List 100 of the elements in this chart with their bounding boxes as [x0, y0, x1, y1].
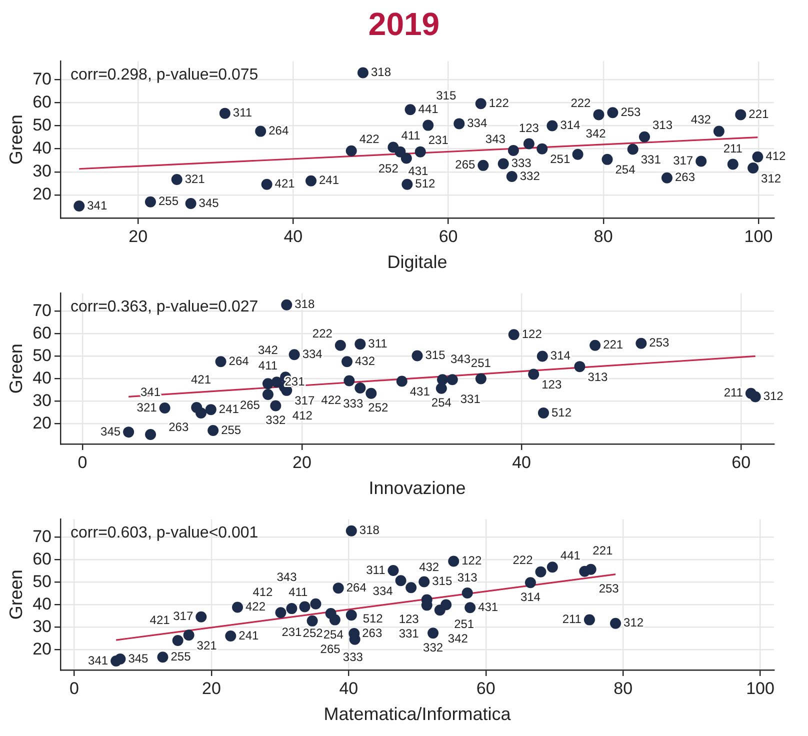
annotation: 411	[401, 128, 421, 143]
annotation: 321	[184, 172, 206, 186]
point	[727, 158, 738, 170]
annotation: 432	[419, 560, 440, 574]
y-tick-label: 70	[32, 526, 52, 546]
point	[752, 151, 764, 162]
annotation: 422	[246, 600, 266, 614]
point	[219, 108, 230, 119]
chart-title: 2019	[367, 5, 441, 44]
point	[275, 607, 286, 618]
annotation: 317	[673, 154, 694, 168]
annotation: 343	[450, 352, 471, 366]
annotation: 314	[560, 118, 581, 132]
annotation: 321	[136, 400, 158, 414]
point	[536, 143, 548, 154]
annotation: 241	[319, 173, 340, 188]
x-tick-label: 0	[78, 452, 88, 472]
y-tick-label: 50	[32, 115, 52, 134]
annotation: 253	[620, 104, 642, 119]
annotation: 254	[323, 627, 344, 642]
annotation: 312	[761, 171, 782, 186]
y-tick-label: 20	[32, 639, 52, 658]
annotation: 318	[294, 297, 315, 312]
point	[404, 104, 416, 116]
point	[262, 378, 274, 390]
annotation: 332	[266, 413, 286, 428]
y-axis-title: Green	[6, 114, 26, 165]
annotation: 264	[268, 124, 289, 138]
point	[546, 120, 558, 132]
annotation: 211	[724, 386, 744, 400]
annotation: 331	[398, 626, 420, 640]
y-tick-label: 20	[32, 184, 52, 204]
y-tick-label: 30	[32, 616, 52, 636]
annotation: 122	[488, 96, 510, 110]
annotation: 343	[485, 132, 506, 146]
point	[448, 556, 460, 567]
point	[271, 376, 282, 388]
x-tick-label: 60	[732, 452, 751, 472]
point	[422, 120, 434, 131]
annotation: 345	[128, 651, 149, 666]
annotation: 265	[240, 398, 260, 412]
annotation: 252	[302, 626, 324, 640]
x-axis-title: Innovazione	[368, 478, 466, 498]
point	[346, 145, 357, 156]
annotation: 123	[518, 121, 540, 136]
annotation: 431	[478, 600, 498, 614]
point	[475, 98, 486, 110]
annotation: 251	[470, 356, 492, 370]
x-tick-label: 40	[339, 678, 358, 698]
y-tick-label: 70	[32, 69, 52, 88]
point	[394, 146, 406, 158]
annotation: 422	[321, 393, 342, 408]
point	[232, 602, 244, 613]
annotation: 411	[288, 585, 308, 600]
point	[342, 356, 353, 368]
annotation: 432	[690, 112, 712, 127]
x-tick-label: 60	[476, 678, 496, 698]
annotation: 123	[398, 612, 420, 626]
annotation: 334	[302, 346, 323, 361]
point	[536, 350, 548, 362]
annotation: 231	[428, 133, 449, 148]
y-axis-title: Green	[6, 344, 26, 394]
point	[157, 652, 168, 663]
annotation: 345	[100, 424, 121, 438]
annotation: 311	[366, 562, 386, 577]
annotation: 122	[462, 554, 482, 568]
point	[225, 630, 236, 642]
point	[627, 144, 638, 155]
point	[402, 178, 413, 190]
point	[299, 601, 310, 612]
annotation: 222	[312, 326, 333, 341]
annotation: 222	[512, 553, 534, 568]
annotation: 422	[359, 132, 380, 146]
point	[395, 575, 406, 586]
annotation: 331	[460, 392, 481, 406]
point	[528, 368, 540, 380]
point	[418, 576, 430, 588]
y-tick-label: 30	[32, 162, 52, 181]
annotation: 315	[425, 348, 446, 362]
x-axis-title: Matematica/Informatica	[324, 704, 512, 724]
annotation: 341	[88, 653, 108, 668]
annotation: 241	[218, 402, 240, 416]
point	[346, 525, 357, 536]
point	[572, 148, 584, 160]
y-tick-label: 40	[32, 368, 52, 388]
point	[208, 424, 219, 436]
point	[638, 131, 650, 142]
point	[261, 178, 272, 190]
annotation: 512	[362, 612, 384, 626]
point	[508, 329, 520, 340]
annotation: 411	[258, 358, 278, 372]
point	[270, 400, 282, 412]
annotation: 211	[723, 142, 743, 156]
annotation: 318	[370, 65, 392, 80]
annotation: 317	[294, 394, 315, 408]
annotation: 441	[560, 548, 581, 562]
point	[661, 172, 672, 184]
annotation: corr=0.298, p-value=0.075	[70, 66, 258, 84]
annotation: 221	[748, 107, 769, 122]
annotation: 255	[170, 649, 192, 664]
